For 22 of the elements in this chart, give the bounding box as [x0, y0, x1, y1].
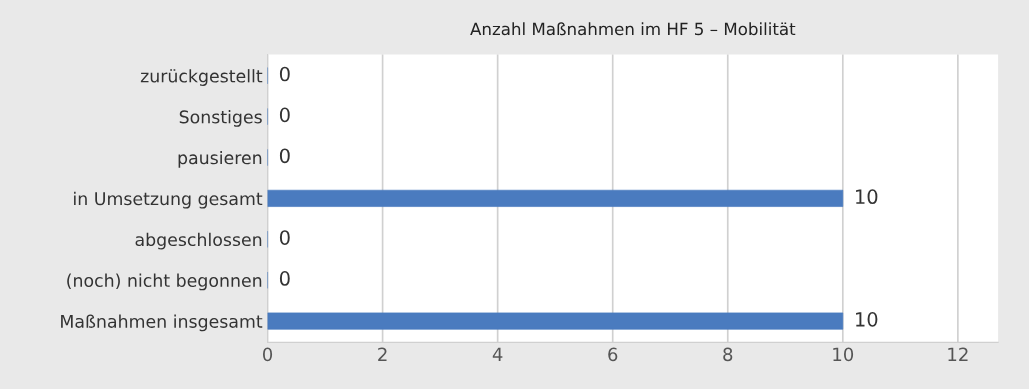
x-tick-label: 8 — [723, 347, 733, 362]
y-tick-label: pausieren — [178, 150, 262, 168]
data-label: 0 — [279, 230, 290, 245]
data-label: 0 — [279, 148, 290, 164]
data-label: 0 — [279, 271, 290, 286]
data-label: 10 — [856, 189, 878, 205]
data-label: 0 — [279, 107, 290, 123]
x-tick-label: 6 — [608, 347, 618, 362]
y-tick-label: Sonstiges — [179, 110, 262, 127]
y-tick-label: (noch) nicht begonnen — [67, 273, 262, 291]
data-label: 0 — [279, 66, 290, 82]
data-label: 10 — [856, 311, 878, 327]
x-tick-label: 0 — [262, 347, 273, 362]
y-tick-label: Maßnahmen insgesamt — [61, 314, 263, 332]
y-tick-label: abgeschlossen — [135, 232, 262, 250]
x-tick-label: 12 — [948, 347, 968, 361]
y-tick-label: in Umsetzung gesamt — [74, 191, 263, 209]
x-tick-label: 10 — [833, 347, 854, 362]
y-tick-label: zurückgestellt — [140, 69, 263, 86]
x-tick-label: 4 — [492, 347, 503, 361]
x-tick-label: 2 — [378, 347, 387, 361]
chart-title: Anzahl Maßnahmen im HF 5 – Mobilität — [470, 22, 796, 36]
